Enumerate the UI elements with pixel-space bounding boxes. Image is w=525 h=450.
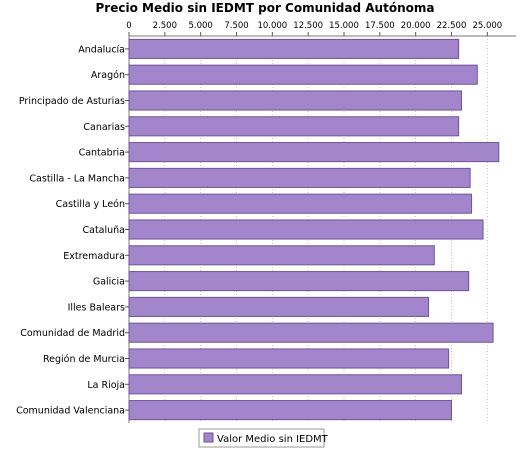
legend-swatch bbox=[203, 432, 214, 443]
category-label: Comunidad de Madrid bbox=[20, 328, 125, 339]
x-tick-label: 10.000 bbox=[257, 21, 287, 31]
category-label: Illes Balears bbox=[68, 302, 125, 313]
bar bbox=[128, 64, 478, 85]
bar bbox=[128, 245, 435, 266]
category-label: Galicia bbox=[93, 277, 125, 288]
x-tick-label: 7.500 bbox=[224, 21, 248, 31]
plot-area: 0 2.500 5.000 7.500 10.000 12.500 15.000 17.500… bbox=[16, 21, 516, 423]
x-tick-label: 2.500 bbox=[153, 21, 177, 31]
x-tick-label: 15.000 bbox=[329, 21, 359, 31]
bar bbox=[128, 90, 463, 111]
x-tick-label: 20.000 bbox=[401, 21, 431, 31]
category-label: Andalucía bbox=[78, 44, 125, 55]
bar bbox=[128, 219, 484, 240]
legend-frame bbox=[198, 428, 325, 448]
category-label: Cantabria bbox=[79, 148, 125, 159]
category-label: Cataluña bbox=[82, 225, 125, 236]
category-label: Canarias bbox=[83, 122, 125, 133]
x-tick-label: 12.500 bbox=[293, 21, 323, 31]
category-label: Extremadura bbox=[63, 251, 125, 262]
category-label: Aragón bbox=[91, 70, 125, 81]
bar bbox=[128, 271, 470, 292]
category-label: Principado de Asturias bbox=[19, 96, 125, 107]
bar bbox=[128, 348, 450, 369]
bar bbox=[128, 38, 460, 59]
category-label: Comunidad Valenciana bbox=[16, 406, 125, 417]
x-tick-label: 25.000 bbox=[472, 21, 502, 31]
bar bbox=[128, 193, 473, 214]
x-tick-label: 22.500 bbox=[437, 21, 467, 31]
bar bbox=[128, 116, 460, 137]
x-tick-label: 17.500 bbox=[365, 21, 395, 31]
bar bbox=[128, 322, 494, 343]
category-label: La Rioja bbox=[87, 380, 125, 391]
x-tick-label: 5.000 bbox=[188, 21, 212, 31]
legend: Valor Medio sin IEDMT bbox=[198, 428, 329, 448]
category-label: Castilla y León bbox=[56, 199, 125, 210]
x-tick-label: 0 bbox=[126, 21, 131, 31]
chart-title: Precio Medio sin IEDMT por Comunidad Aut… bbox=[96, 1, 435, 15]
bar bbox=[128, 296, 430, 317]
bar bbox=[128, 142, 500, 163]
category-label: Región de Murcia bbox=[43, 354, 125, 365]
bar bbox=[128, 374, 463, 395]
category-label: Castilla - La Mancha bbox=[29, 173, 125, 184]
legend-label: Valor Medio sin IEDMT bbox=[217, 434, 329, 445]
bar bbox=[128, 167, 471, 188]
bar bbox=[128, 400, 452, 421]
